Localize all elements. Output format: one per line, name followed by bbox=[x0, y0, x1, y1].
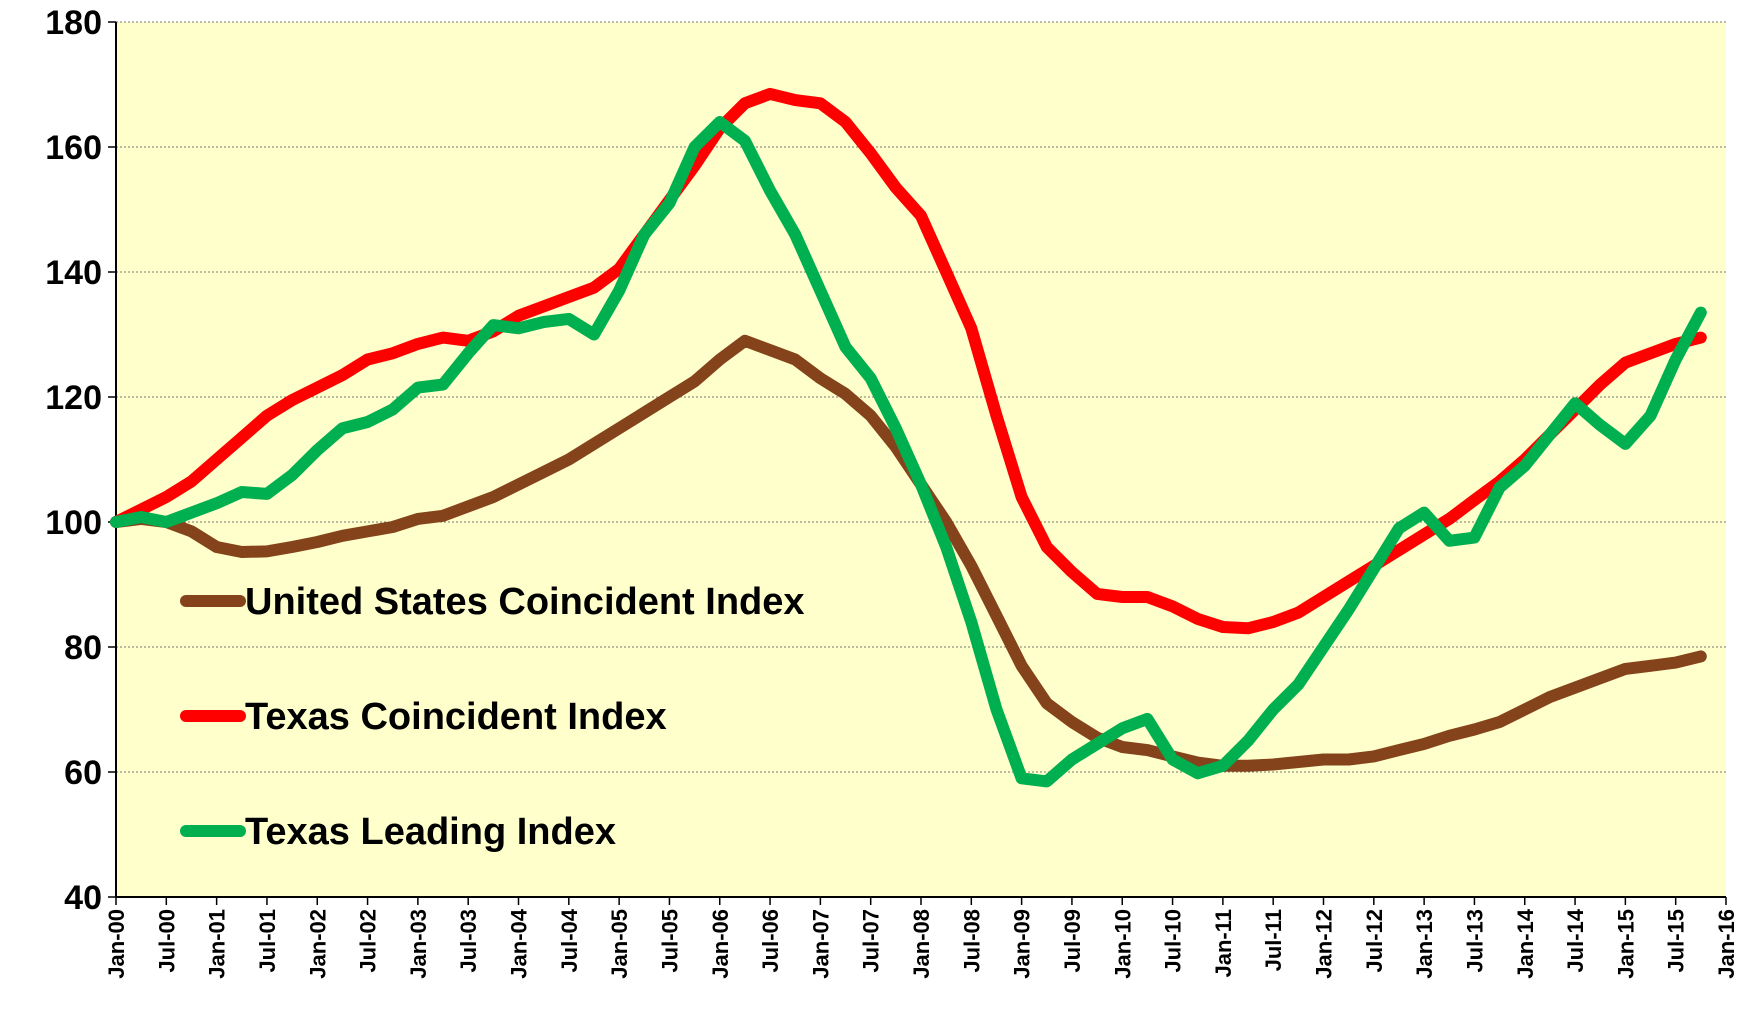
x-tick-label: Jul-11 bbox=[1261, 909, 1286, 971]
x-tick-label: Jan-05 bbox=[607, 909, 632, 979]
x-tick-label: Jul-13 bbox=[1462, 909, 1487, 973]
x-tick-label: Jul-03 bbox=[456, 909, 481, 973]
x-tick-label: Jul-08 bbox=[959, 909, 984, 973]
plot-area bbox=[116, 22, 1726, 897]
x-tick-label: Jul-00 bbox=[154, 909, 179, 973]
x-tick-label: Jan-16 bbox=[1714, 909, 1739, 979]
y-tick-label: 40 bbox=[64, 879, 102, 917]
x-tick-label: Jul-02 bbox=[356, 909, 381, 973]
y-tick-label: 60 bbox=[64, 754, 102, 792]
x-tick-label: Jul-15 bbox=[1664, 909, 1689, 973]
legend-label: United States Coincident Index bbox=[245, 581, 805, 623]
x-tick-label: Jan-11 bbox=[1211, 909, 1236, 978]
legend-label: Texas Coincident Index bbox=[245, 696, 667, 738]
x-tick-label: Jan-04 bbox=[507, 908, 532, 978]
x-tick-label: Jan-06 bbox=[708, 909, 733, 979]
x-tick-label: Jan-03 bbox=[406, 909, 431, 979]
x-tick-label: Jan-09 bbox=[1010, 909, 1035, 979]
x-tick-label: Jan-02 bbox=[305, 909, 330, 979]
x-tick-label: Jan-00 bbox=[104, 909, 129, 979]
x-tick-label: Jan-12 bbox=[1312, 909, 1337, 979]
x-tick-label: Jan-13 bbox=[1412, 909, 1437, 979]
y-tick-label: 120 bbox=[45, 379, 102, 417]
x-tick-label: Jul-12 bbox=[1362, 909, 1387, 973]
x-tick-label: Jul-06 bbox=[758, 909, 783, 973]
y-tick-label: 180 bbox=[45, 4, 102, 42]
x-tick-label: Jan-15 bbox=[1613, 909, 1638, 979]
y-tick-label: 140 bbox=[45, 254, 102, 292]
series-line bbox=[110, 116, 1707, 788]
y-tick-label: 160 bbox=[45, 129, 102, 167]
x-tick-label: Jul-05 bbox=[657, 909, 682, 973]
x-tick-label: Jul-04 bbox=[557, 908, 582, 972]
x-tick-label: Jul-01 bbox=[255, 909, 280, 973]
y-tick-label: 100 bbox=[45, 504, 102, 542]
x-tick-label: Jul-07 bbox=[859, 909, 884, 973]
x-tick-label: Jan-01 bbox=[205, 909, 230, 979]
x-tick-label: Jan-10 bbox=[1110, 909, 1135, 979]
x-tick-label: Jul-14 bbox=[1563, 908, 1588, 972]
legend-label: Texas Leading Index bbox=[245, 811, 616, 853]
x-tick-label: Jul-10 bbox=[1161, 909, 1186, 973]
x-tick-label: Jan-14 bbox=[1513, 908, 1538, 978]
x-tick-label: Jan-08 bbox=[909, 909, 934, 979]
x-tick-label: Jan-07 bbox=[808, 909, 833, 979]
y-tick-label: 80 bbox=[64, 629, 102, 667]
x-tick-label: Jul-09 bbox=[1060, 909, 1085, 973]
